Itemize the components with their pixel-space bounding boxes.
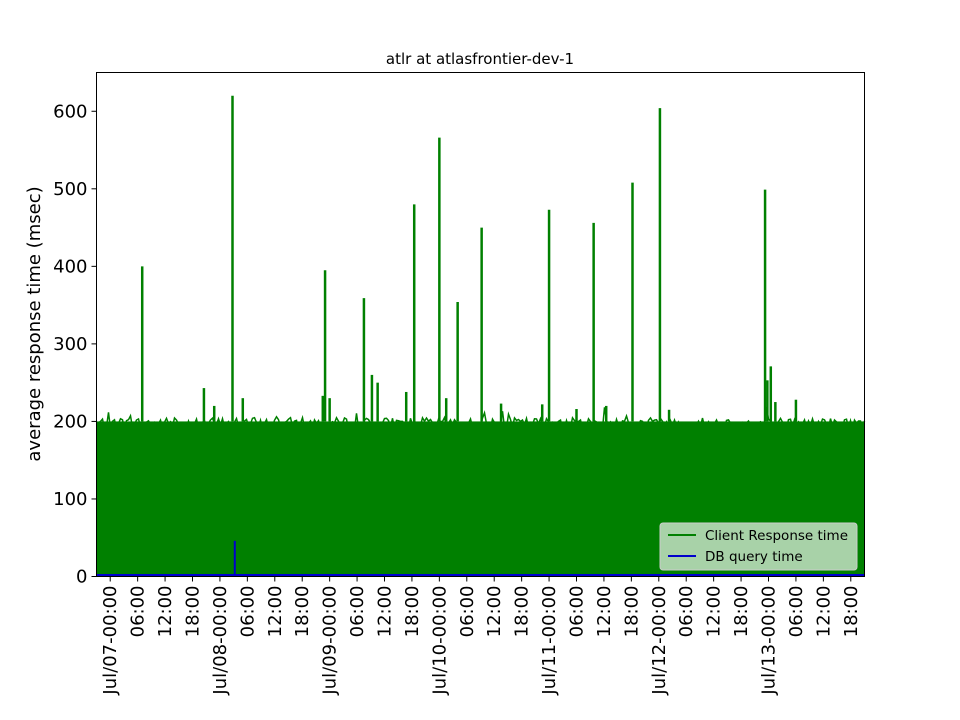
- x-tick-label-8: Jul/09-00:00: [320, 586, 341, 696]
- series-db-query-time: [96, 540, 865, 577]
- x-tick-label-17: 06:00: [567, 586, 588, 638]
- x-tick-label-13: 06:00: [457, 586, 478, 638]
- x-tick-label-4: Jul/08-00:00: [210, 586, 231, 696]
- x-tick-label-22: 12:00: [704, 586, 725, 638]
- series-client-response-time: [96, 95, 866, 577]
- y-tick-label-100: 100: [53, 489, 87, 510]
- x-tick-label-5: 06:00: [237, 586, 258, 638]
- x-tick-label-21: 06:00: [676, 586, 697, 638]
- x-tick-label-24: Jul/13-00:00: [759, 586, 780, 696]
- x-tick-label-11: 18:00: [402, 586, 423, 638]
- plot-area: [96, 95, 866, 577]
- x-axis: Jul/07-00:00 06:00 12:00 18:00 Jul/08-00:00 0…: [100, 576, 862, 696]
- legend-box: [659, 522, 858, 571]
- x-tick-label-14: 12:00: [484, 586, 505, 638]
- y-axis: 0 100 200 300 400 500 600: [53, 101, 97, 588]
- x-tick-label-1: 06:00: [128, 586, 149, 638]
- x-tick-label-6: 12:00: [265, 586, 286, 638]
- legend-db-label: DB query time: [705, 549, 803, 565]
- y-axis-label: average response time (msec): [24, 186, 45, 461]
- x-tick-label-15: 18:00: [512, 586, 533, 638]
- y-tick-label-300: 300: [53, 334, 87, 355]
- x-tick-label-2: 12:00: [155, 586, 176, 638]
- y-tick-label-400: 400: [53, 256, 87, 277]
- x-tick-label-7: 18:00: [292, 586, 313, 638]
- legend-client-label: Client Response time: [705, 528, 848, 544]
- x-tick-label-18: 12:00: [594, 586, 615, 638]
- x-tick-label-26: 12:00: [813, 586, 834, 638]
- y-tick-label-500: 500: [53, 179, 87, 200]
- chart-title: atlr at atlasfrontier-dev-1: [386, 50, 574, 68]
- x-tick-label-27: 18:00: [841, 586, 862, 638]
- legend: Client Response time DB query time: [659, 522, 858, 571]
- x-tick-label-25: 06:00: [786, 586, 807, 638]
- plot-frame: [96, 72, 865, 577]
- x-tick-label-19: 18:00: [621, 586, 642, 638]
- client-jitter-line: [96, 406, 866, 432]
- y-tick-label-600: 600: [53, 101, 87, 122]
- y-tick-label-200: 200: [53, 411, 87, 432]
- x-tick-label-16: Jul/11-00:00: [539, 586, 560, 696]
- x-tick-label-9: 06:00: [347, 586, 368, 638]
- x-tick-label-10: 12:00: [375, 586, 396, 638]
- x-tick-label-12: Jul/10-00:00: [429, 586, 450, 696]
- x-tick-label-23: 18:00: [731, 586, 752, 638]
- x-tick-label-0: Jul/07-00:00: [100, 586, 121, 696]
- x-tick-label-20: Jul/12-00:00: [649, 586, 670, 696]
- x-tick-label-3: 18:00: [183, 586, 204, 638]
- y-tick-label-0: 0: [76, 567, 87, 588]
